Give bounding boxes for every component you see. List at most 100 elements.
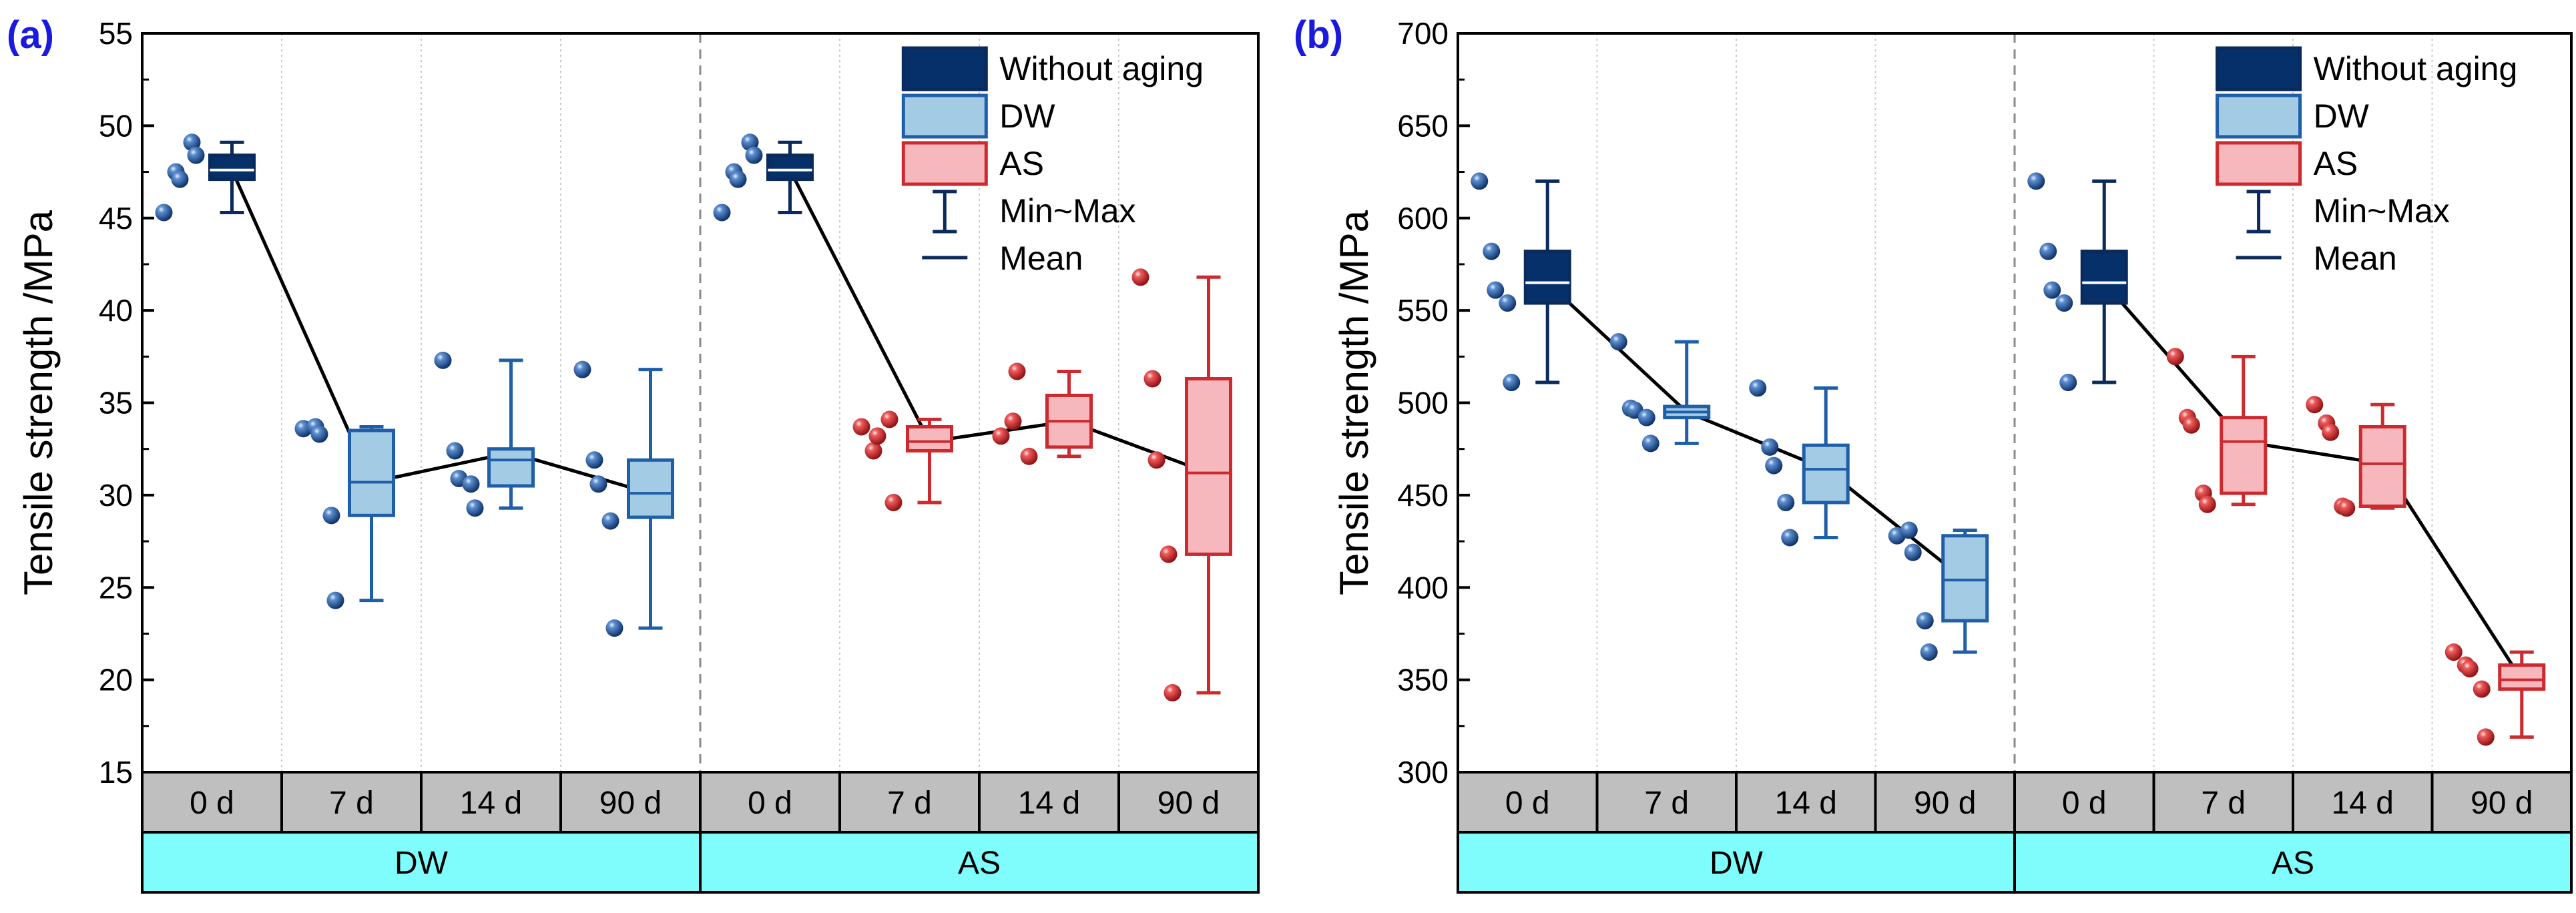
y-tick-label: 350: [1397, 663, 1449, 697]
panel-a: (a) 15 20 25 30 35 40 45 50 55 Tensile strength /M…: [7, 13, 1260, 894]
group-label: AS: [958, 846, 1001, 881]
data-point: [155, 204, 173, 222]
y-tick-label: 35: [99, 386, 133, 420]
data-point: [2473, 680, 2491, 698]
category-label: 14 d: [460, 786, 522, 821]
y-tick-label: 600: [1397, 201, 1449, 236]
data-point: [585, 451, 603, 469]
category-label: 90 d: [599, 786, 662, 821]
data-point: [1503, 374, 1521, 392]
box-plot-3: [1888, 521, 1989, 661]
y-tick-label: 450: [1397, 478, 1449, 513]
box-plot-5: [852, 410, 953, 511]
box-iqr: [1941, 534, 1989, 623]
category-label: 90 d: [2471, 786, 2533, 821]
category-label: 0 d: [190, 786, 234, 821]
data-point: [466, 499, 484, 517]
data-point: [992, 427, 1010, 445]
group-cell: [699, 831, 1260, 894]
category-cell: [978, 771, 1120, 834]
y-tick-label: 400: [1397, 570, 1449, 605]
data-point: [1483, 242, 1501, 260]
category-cell: [699, 771, 841, 834]
data-point: [880, 410, 898, 428]
data-point: [1131, 268, 1149, 286]
category-cell: [2292, 771, 2434, 834]
legend: Without aging DW AS Min~Max Mean: [2216, 46, 2517, 277]
y-tick-label: 700: [1397, 16, 1449, 51]
category-label: 90 d: [1157, 786, 1220, 821]
legend: Without aging DW AS Min~Max Mean: [901, 46, 1204, 277]
data-point: [2039, 242, 2057, 260]
box-plot-6: [2306, 396, 2406, 517]
legend-label: Mean: [2314, 240, 2397, 277]
data-point: [2166, 348, 2184, 366]
data-point: [1916, 612, 1934, 630]
box-iqr: [487, 447, 535, 488]
legend-label: Min~Max: [2314, 192, 2450, 230]
data-point: [2322, 423, 2340, 441]
data-point: [2461, 660, 2479, 678]
group-cell: [141, 831, 702, 894]
y-axis-title: Tensile strength /MPa: [16, 210, 61, 595]
category-label: 7 d: [887, 786, 932, 821]
box-plot-1: [1609, 333, 1711, 452]
data-point: [187, 146, 205, 164]
legend-swatch: [901, 141, 988, 186]
y-axis-title: Tensile strength /MPa: [1332, 210, 1376, 595]
box-plot-2: [1749, 379, 1850, 547]
data-point: [310, 425, 328, 443]
data-point: [2182, 416, 2200, 434]
data-point: [1765, 456, 1783, 475]
data-point: [1160, 545, 1178, 563]
data-point: [852, 418, 870, 436]
data-point: [864, 442, 882, 460]
data-point: [2306, 396, 2324, 414]
data-point: [1781, 529, 1799, 547]
data-point: [1749, 379, 1767, 397]
category-label: 14 d: [1775, 786, 1837, 821]
data-point: [868, 427, 886, 445]
box-iqr: [208, 154, 256, 182]
data-point: [1900, 521, 1918, 539]
data-point: [745, 146, 763, 164]
box-iqr: [2358, 424, 2406, 508]
category-cell: [141, 771, 283, 834]
y-tick-label: 550: [1397, 293, 1449, 328]
legend-swatch: [2216, 46, 2302, 91]
data-point: [589, 475, 607, 493]
box-iqr: [2080, 250, 2128, 305]
mean-line: [788, 169, 931, 442]
panel-label: (b): [1294, 13, 1343, 57]
data-point: [1637, 408, 1655, 426]
y-tick-label: 40: [99, 293, 133, 328]
box-plot-4: [2027, 172, 2128, 392]
data-point: [1499, 294, 1517, 312]
category-cell: [1595, 771, 1738, 834]
category-label: 14 d: [2332, 786, 2394, 821]
data-point: [1004, 412, 1022, 430]
data-point: [1164, 683, 1182, 701]
legend-swatch: [901, 46, 988, 91]
box-iqr: [2498, 663, 2546, 691]
box-plot-6: [992, 362, 1093, 465]
group-cell: [2013, 831, 2573, 894]
data-point: [2059, 374, 2077, 392]
data-point: [446, 442, 464, 460]
box-iqr: [1802, 443, 1850, 505]
box-plot-1: [294, 418, 395, 609]
data-point: [322, 507, 340, 525]
data-point: [2477, 728, 2495, 746]
category-cell: [1874, 771, 2016, 834]
box-iqr: [2220, 416, 2268, 495]
data-point: [2338, 499, 2356, 517]
legend-label: Mean: [999, 240, 1083, 277]
category-label: 14 d: [1018, 786, 1080, 821]
legend-label: AS: [2314, 145, 2358, 182]
data-point: [434, 351, 452, 369]
legend-label: Without aging: [999, 50, 1204, 87]
data-point: [1920, 643, 1938, 661]
box-iqr: [348, 428, 395, 517]
data-point: [1143, 370, 1162, 388]
box-plot-4: [713, 133, 814, 222]
